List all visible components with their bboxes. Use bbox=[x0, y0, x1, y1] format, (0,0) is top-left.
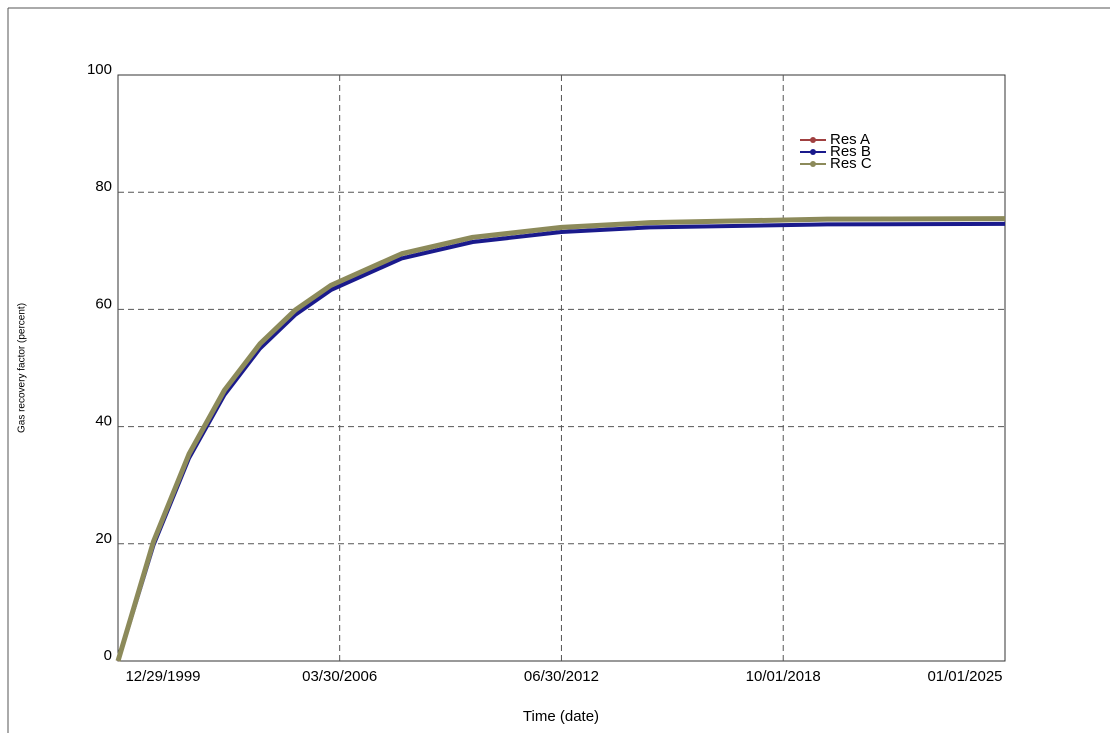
legend-marker bbox=[810, 137, 816, 143]
y-tick-label: 100 bbox=[87, 61, 112, 78]
y-tick-label: 20 bbox=[95, 530, 112, 547]
y-tick-label: 80 bbox=[95, 178, 112, 195]
x-tick-label: 12/29/1999 bbox=[125, 668, 200, 685]
x-tick-label: 06/30/2012 bbox=[524, 668, 599, 685]
x-tick-label: 03/30/2006 bbox=[302, 668, 377, 685]
y-tick-label: 0 bbox=[104, 647, 112, 664]
legend-marker bbox=[810, 149, 816, 155]
y-tick-label: 60 bbox=[95, 295, 112, 312]
x-tick-label: 01/01/2025 bbox=[927, 668, 1002, 685]
y-axis-label: Gas recovery factor (percent) bbox=[17, 303, 28, 433]
legend-marker bbox=[810, 161, 816, 167]
legend-label: Res C bbox=[830, 155, 872, 172]
x-tick-label: 10/01/2018 bbox=[746, 668, 821, 685]
x-axis-label: Time (date) bbox=[523, 708, 599, 725]
y-tick-label: 40 bbox=[95, 413, 112, 430]
chart: Time (date) Gas recovery factor (percent… bbox=[0, 0, 1110, 733]
